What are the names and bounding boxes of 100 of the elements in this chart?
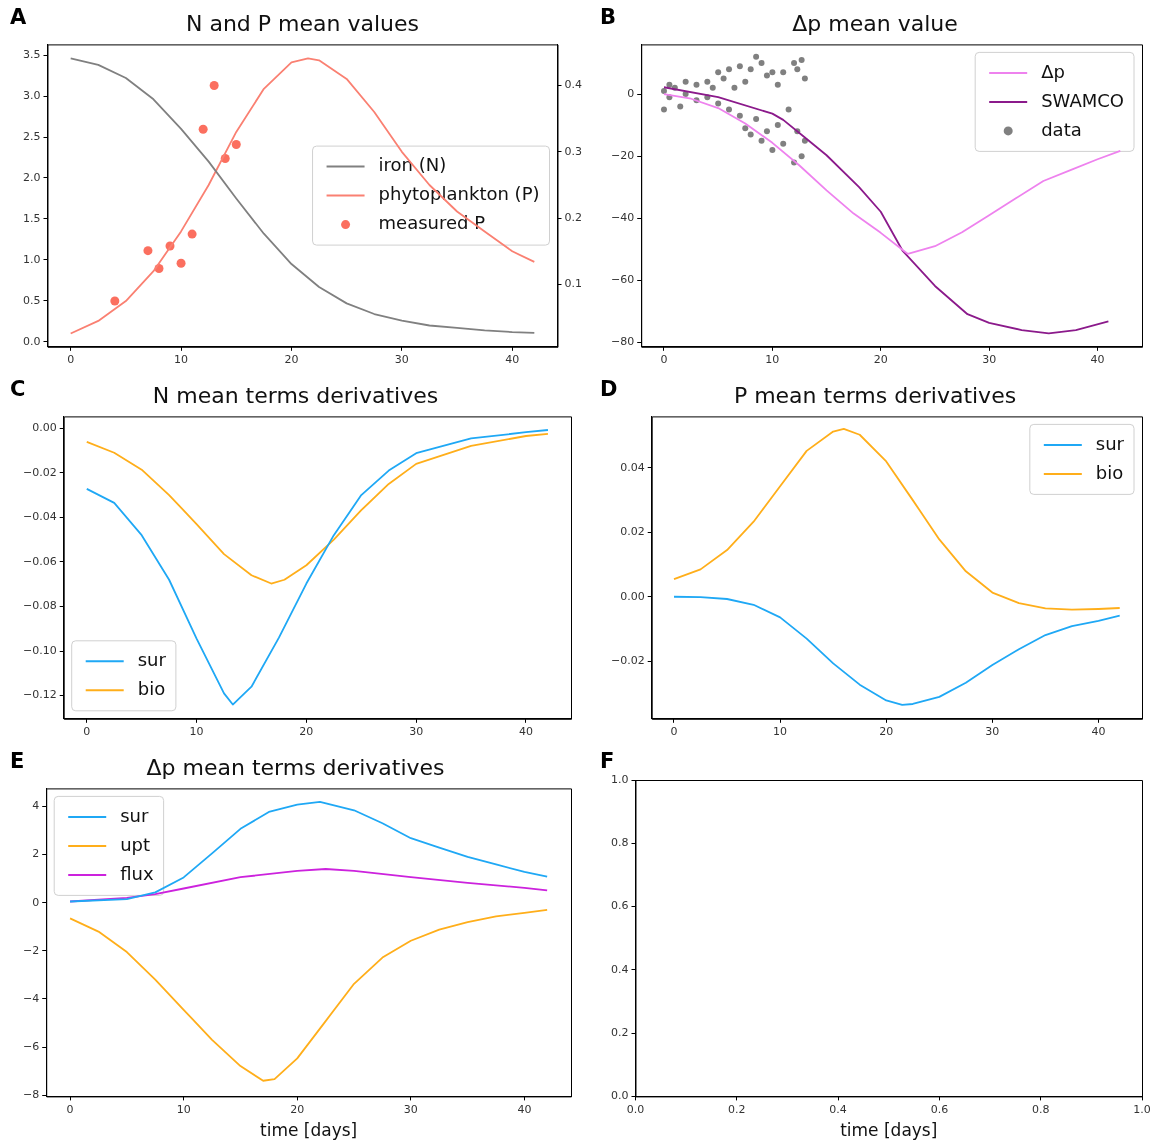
point [682,78,689,85]
x-tick-label: 10 [773,725,788,739]
text: C [10,376,26,401]
point [666,81,673,88]
point [726,106,733,113]
point [176,258,186,268]
point [715,69,722,76]
x-tick-label: 20 [873,353,888,367]
y-tick-label: 3.5 [22,47,41,61]
x-tick-label: 40 [518,725,533,739]
y-tick-label: 4 [32,799,40,813]
y-tick-label: 0 [32,895,40,909]
point [801,75,808,82]
point [660,87,667,94]
text: A [10,4,27,29]
y-tick-label: 1.0 [610,772,629,786]
x-tick-label: 40 [505,353,520,367]
x-tick-label: 30 [394,353,409,367]
point [798,56,805,63]
x-tick-label: 20 [290,1102,305,1116]
point [720,75,727,82]
y-tick-label: −0.10 [22,643,57,657]
legend-label: upt [120,833,151,855]
legend-label: bio [1095,461,1124,483]
y-tick-label: 2 [32,847,40,861]
x-tick-label: 0.8 [1031,1102,1050,1116]
x-tick-label: 10 [189,725,204,739]
y-tick-label: −20 [611,149,635,163]
point [747,131,754,138]
point [763,72,770,79]
legend-label: sur [120,804,149,826]
y-tick-label: −0.12 [22,688,57,702]
y-tick-label: −0.06 [22,554,57,568]
y-tick-label: 1.5 [22,211,41,225]
point [736,63,743,70]
point [660,106,667,113]
point [769,146,776,153]
y-tick-label: −40 [611,211,635,225]
x-tick-label: 20 [879,725,894,739]
point [709,84,716,91]
y-tick-label: 2.5 [22,129,41,143]
point [209,81,219,91]
y-tick-label: 0.2 [610,1025,629,1039]
y-tick-label: 0.5 [22,293,41,307]
x-tick-label: 0.2 [728,1102,746,1116]
point [794,66,801,73]
point [791,60,798,67]
x-tick-label: 1.0 [1133,1102,1151,1116]
text: B [600,4,617,29]
x-tick-label: 20 [299,725,314,739]
y-tick-label: 0.6 [610,899,629,913]
point [763,128,770,135]
point [753,115,760,122]
y-tick-label: −0.08 [22,599,57,613]
y-tick-label: 0.0 [22,334,41,348]
y-tick-label: 0.00 [32,421,57,435]
text: E [10,748,25,773]
x-tick-label: 30 [985,725,1000,739]
chart-title: Δp mean value [792,10,958,36]
x-tick-label: 0 [660,353,668,367]
text: F [600,748,615,773]
point [785,106,792,113]
y-tick-label: −6 [23,1039,40,1053]
legend-label: flux [120,862,154,884]
x-tick-label: 0 [83,725,91,739]
point [798,153,805,160]
x-tick-label: 30 [409,725,424,739]
chart-title: N and P mean values [185,10,420,36]
y-tick-label: 2.0 [22,170,41,184]
legend-label: bio [137,677,166,699]
y-tick-label: 0.02 [620,525,645,539]
point [774,81,781,88]
y-tick-label: −2 [23,943,40,957]
point [774,122,781,129]
x-tick-label: 40 [1091,725,1106,739]
y-tick-label: 0.4 [610,962,629,976]
point [731,84,738,91]
point [231,140,241,150]
x-tick-label: 0 [67,353,75,367]
y2-tick-label: 0.3 [564,144,583,158]
y-tick-label: −80 [611,335,635,349]
point [747,66,754,73]
chart-title: N mean terms derivatives [152,382,439,408]
y-tick-label: 0.00 [620,589,645,603]
y-tick-label: −0.02 [610,654,645,668]
chart-title: Δp mean terms derivatives [146,754,445,780]
legend-label: SWAMCO [1041,89,1125,111]
legend-label: data [1041,118,1082,140]
x-tick-label: 30 [403,1102,418,1116]
legend-label: iron (N) [378,154,447,176]
y-tick-label: 0 [627,86,635,100]
x-axis-title: time [days] [260,1120,358,1141]
point [704,78,711,85]
y-tick-label: 3.0 [22,88,41,102]
point [780,140,787,147]
y2-tick-label: 0.1 [564,277,583,291]
point [726,66,733,73]
point [110,296,120,306]
legend-label: measured P [378,212,486,234]
x-tick-label: 10 [765,353,780,367]
